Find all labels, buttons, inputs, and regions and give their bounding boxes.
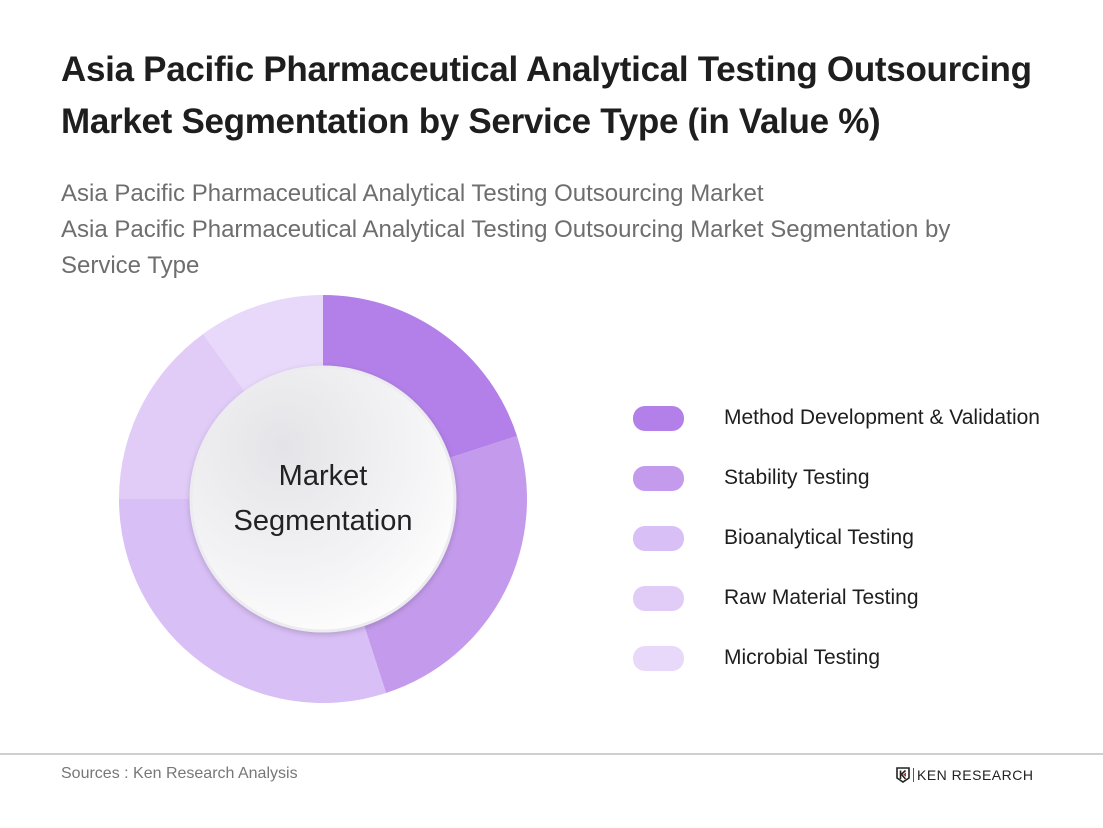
chart-title-line-1: Asia Pacific Pharmaceutical Analytical T… bbox=[61, 50, 1032, 89]
legend-label: Microbial Testing bbox=[724, 646, 881, 669]
chart-title: Asia Pacific Pharmaceutical Analytical T… bbox=[61, 44, 1061, 148]
chart-legend: Method Development & Validation Stabilit… bbox=[633, 388, 1040, 688]
subtitle-line-3: Service Type bbox=[61, 252, 200, 279]
donut-segment-raw-material-testing bbox=[119, 333, 247, 499]
donut-center-disc bbox=[189, 365, 457, 633]
ken-research-shield-icon bbox=[896, 767, 910, 783]
legend-swatch bbox=[633, 525, 684, 551]
legend-item-bioanalytical-testing: Bioanalytical Testing bbox=[633, 508, 1040, 568]
legend-item-method-development: Method Development & Validation bbox=[633, 388, 1040, 448]
legend-item-microbial-testing: Microbial Testing bbox=[633, 628, 1040, 688]
brand-name: KEN RESEARCH bbox=[917, 767, 1034, 783]
footer-divider bbox=[0, 753, 1103, 755]
donut-center-label: Market Segmentation bbox=[193, 369, 453, 629]
legend-item-raw-material-testing: Raw Material Testing bbox=[633, 568, 1040, 628]
legend-swatch bbox=[633, 645, 684, 671]
source-note: Sources : Ken Research Analysis bbox=[61, 765, 298, 782]
legend-swatch bbox=[633, 465, 684, 491]
legend-label: Raw Material Testing bbox=[724, 586, 919, 609]
donut-segment-bioanalytical-testing bbox=[119, 499, 387, 703]
legend-label: Bioanalytical Testing bbox=[724, 526, 914, 549]
legend-label: Method Development & Validation bbox=[724, 406, 1040, 429]
subtitle-line-2: Asia Pacific Pharmaceutical Analytical T… bbox=[61, 216, 951, 243]
brand-separator bbox=[913, 768, 914, 782]
center-label-line-1: Market bbox=[278, 460, 368, 492]
chart-subtitle: Asia Pacific Pharmaceutical Analytical T… bbox=[61, 176, 1077, 284]
donut-segment-method-development-validation bbox=[323, 295, 518, 459]
donut-segment-stability-testing bbox=[363, 435, 527, 694]
legend-swatch bbox=[633, 585, 684, 611]
subtitle-line-1: Asia Pacific Pharmaceutical Analytical T… bbox=[61, 180, 764, 207]
legend-label: Stability Testing bbox=[724, 466, 870, 489]
center-label-line-2: Segmentation bbox=[233, 505, 413, 537]
legend-swatch bbox=[633, 405, 684, 431]
ken-research-logo: KEN RESEARCH bbox=[896, 767, 1033, 783]
chart-title-line-2: Market Segmentation by Service Type (in … bbox=[61, 102, 881, 141]
legend-item-stability-testing: Stability Testing bbox=[633, 448, 1040, 508]
